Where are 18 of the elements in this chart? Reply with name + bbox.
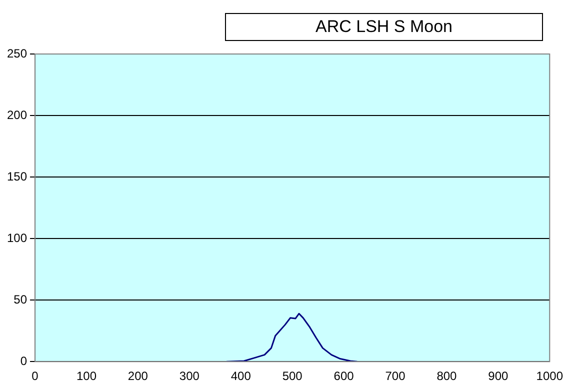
x-tick-label: 300 [179, 369, 200, 384]
y-tick-label: 250 [6, 46, 28, 60]
x-tick-label: 1000 [536, 369, 564, 384]
x-tick-label: 200 [128, 369, 148, 384]
x-tick-label: 0 [32, 369, 39, 384]
y-tick-label: 200 [6, 108, 28, 122]
y-tick-label: 100 [6, 230, 28, 245]
x-tick-label: 600 [334, 369, 354, 384]
chart-title: ARC LSH S Moon [225, 13, 543, 41]
y-tick-label: 150 [6, 169, 28, 184]
x-tick-label: 800 [436, 369, 458, 384]
x-tick-label: 900 [488, 369, 509, 384]
x-tick-label: 100 [76, 369, 97, 384]
y-tick-label: 50 [14, 292, 28, 306]
x-tick-label: 500 [282, 369, 303, 384]
y-tick-label: 0 [20, 354, 28, 368]
x-tick-label: 700 [385, 369, 406, 384]
x-tick-label: 400 [230, 369, 252, 384]
